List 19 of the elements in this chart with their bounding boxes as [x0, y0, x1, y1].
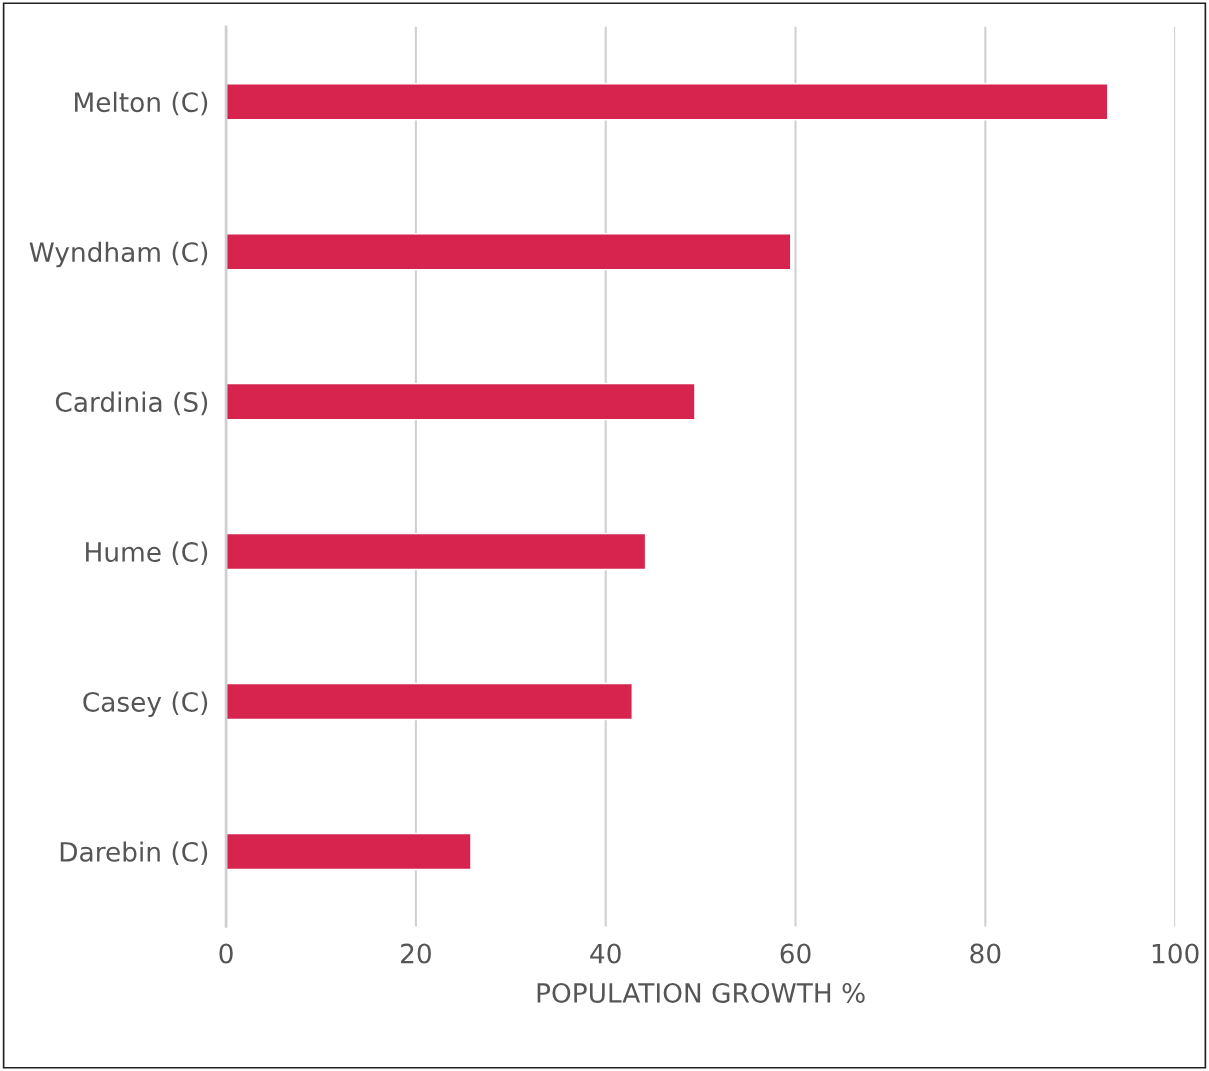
- x-tick-label: 60: [780, 943, 811, 964]
- x-tick-label: 0: [219, 943, 233, 964]
- x-tick-label: 40: [590, 943, 621, 964]
- x-tick-label: 100: [1152, 943, 1199, 964]
- x-axis-title: POPULATION GROWTH %: [537, 982, 865, 1003]
- y-tick-label: Hume (C): [86, 541, 208, 566]
- y-tick-label: Melton (C): [75, 91, 208, 116]
- bar: [226, 532, 647, 571]
- y-tick-label: Cardinia (S): [55, 391, 208, 416]
- bar: [226, 83, 1109, 121]
- x-tick-label: 20: [401, 943, 431, 964]
- y-tick-label: Darebin (C): [60, 841, 208, 865]
- y-tick-label: Casey (C): [83, 691, 208, 718]
- bar: [226, 382, 696, 421]
- x-tick-label: 80: [970, 943, 1001, 964]
- bar: [226, 832, 472, 871]
- bar: [226, 232, 792, 271]
- y-tick-label: Wyndham (C): [29, 241, 208, 268]
- bar: [226, 682, 633, 721]
